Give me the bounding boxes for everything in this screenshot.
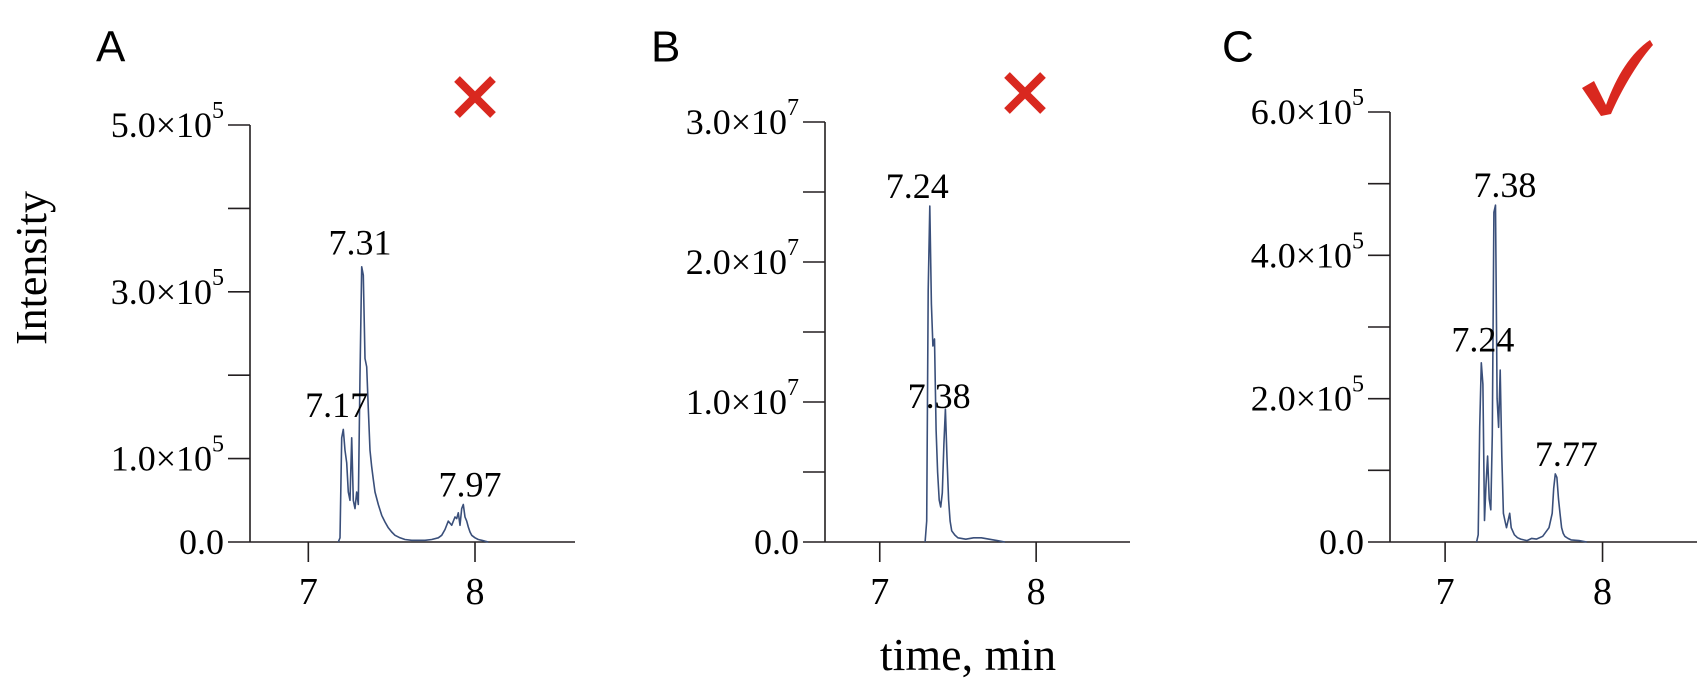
peak-label: 7.97 (439, 464, 502, 504)
chromatogram-line (924, 205, 1006, 543)
cross-icon (454, 76, 496, 118)
peak-label: 7.77 (1535, 434, 1598, 474)
y-tick-label: 2.0×107 (686, 235, 799, 282)
y-tick-label: 4.0×105 (1251, 228, 1364, 275)
chromatogram-line (1475, 204, 1587, 543)
peak-label: 7.24 (1451, 319, 1514, 359)
y-tick-label: 3.0×105 (111, 265, 224, 312)
cross-icon (1004, 72, 1046, 114)
panel-label: A (96, 23, 126, 72)
x-tick-label: 8 (1027, 571, 1046, 613)
chromatogram-line (337, 265, 489, 543)
y-tick-label: 6.0×105 (1251, 85, 1364, 132)
y-tick-label: 0.0 (754, 522, 799, 562)
check-icon (1582, 40, 1653, 116)
x-axis-label: time, min (880, 629, 1056, 680)
peak-label: 7.38 (1473, 165, 1536, 205)
peak-label: 7.24 (886, 166, 949, 206)
y-tick-label: 1.0×105 (111, 432, 224, 479)
y-tick-label: 1.0×107 (686, 375, 799, 422)
peak-label: 7.38 (908, 376, 971, 416)
x-tick-label: 8 (1593, 571, 1612, 613)
panel-b: B 0.0 1.0×107 2.0×107 3.0×107 7 8 7.24 7.38 (651, 23, 1130, 613)
panels: A 0.0 1.0×105 3.0×105 5.0×105 7 8 7.17 7.31 7.97 B… (96, 23, 1697, 613)
y-tick-label: 5.0×105 (111, 98, 224, 145)
x-tick-label: 7 (870, 571, 889, 613)
y-tick-label: 0.0 (179, 522, 224, 562)
panel-a: A 0.0 1.0×105 3.0×105 5.0×105 7 8 7.17 7.31 7.97 (96, 23, 575, 613)
peak-label: 7.31 (329, 223, 392, 263)
panel-c: C 0.0 2.0×105 4.0×105 6.0×105 7 8 7.24 7.38 7.77 (1222, 23, 1697, 613)
panel-label: B (651, 23, 680, 72)
y-tick-label: 3.0×107 (686, 95, 799, 142)
peak-label: 7.17 (305, 385, 368, 425)
x-tick-label: 7 (1436, 571, 1455, 613)
y-axis-label: Intensity (7, 191, 56, 345)
y-tick-label: 0.0 (1319, 522, 1364, 562)
x-tick-label: 8 (466, 571, 485, 613)
y-tick-label: 2.0×105 (1251, 372, 1364, 419)
panel-label: C (1222, 23, 1254, 72)
x-tick-label: 7 (299, 571, 318, 613)
